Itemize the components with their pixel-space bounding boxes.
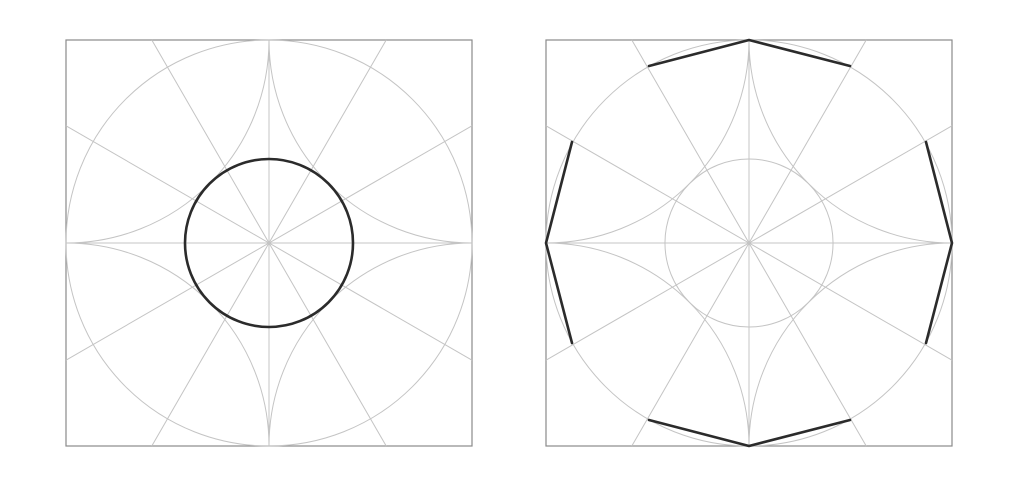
left-panel-guides (65, 39, 473, 447)
guide-corner-arc (748, 242, 952, 446)
right-panel (544, 38, 954, 448)
top-edge-segment (647, 38, 852, 68)
left-inner-circle (183, 157, 355, 329)
guide-radial-line (545, 125, 953, 361)
guide-corner-arc (748, 40, 952, 244)
right-edge-segment (924, 140, 954, 345)
guide-inner-circle (664, 158, 834, 328)
left-panel (65, 39, 473, 447)
guide-radial-line (65, 125, 473, 361)
guide-corner-arc (66, 40, 270, 244)
right-highlight-segments (544, 38, 954, 448)
left-edge-segment (544, 140, 574, 345)
bottom-edge-segment (647, 418, 852, 448)
guide-corner-arc (66, 242, 270, 446)
